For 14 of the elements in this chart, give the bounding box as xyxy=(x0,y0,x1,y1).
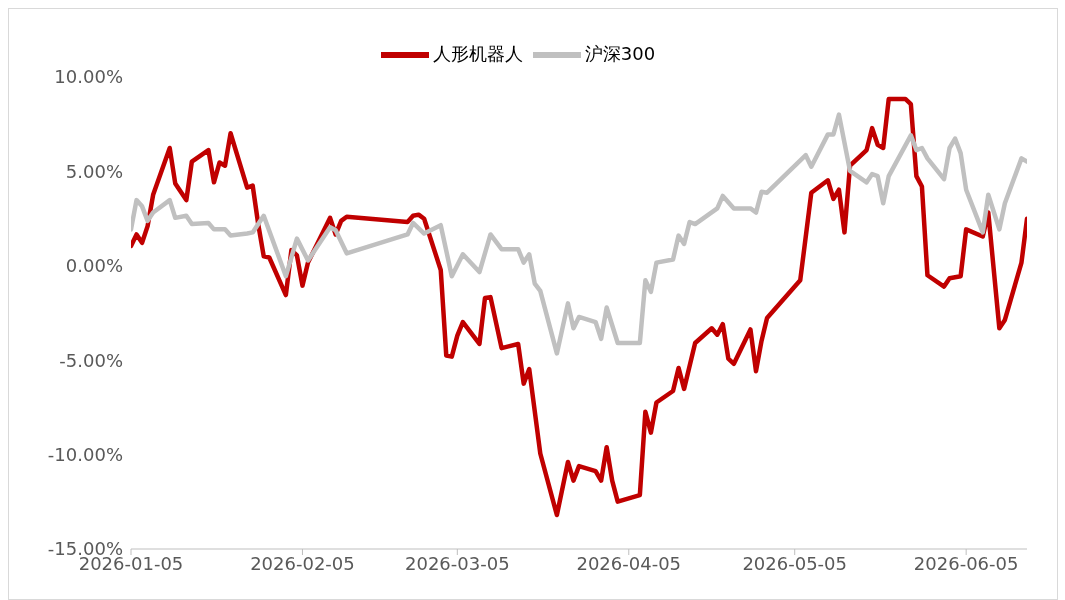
line-series xyxy=(131,112,1027,356)
x-tick-label: 2026-03-05 xyxy=(405,552,510,574)
y-tick-label: 5.00% xyxy=(65,160,123,182)
line-series xyxy=(131,96,1027,518)
x-tick-label: 2026-06-05 xyxy=(913,552,1019,574)
y-tick-label: -10.00% xyxy=(47,443,123,465)
legend-label: 人形机器人 xyxy=(432,43,523,64)
y-tick-label: -5.00% xyxy=(59,349,123,371)
x-tick-label: 2026-04-05 xyxy=(576,552,682,574)
y-tick-label: 0.00% xyxy=(65,255,123,277)
legend-label: 沪深300 xyxy=(584,43,656,64)
x-tick-label: 2026-02-05 xyxy=(250,552,355,574)
y-tick-label: 10.00% xyxy=(54,66,123,88)
x-tick-label: 2026-05-05 xyxy=(742,552,848,574)
